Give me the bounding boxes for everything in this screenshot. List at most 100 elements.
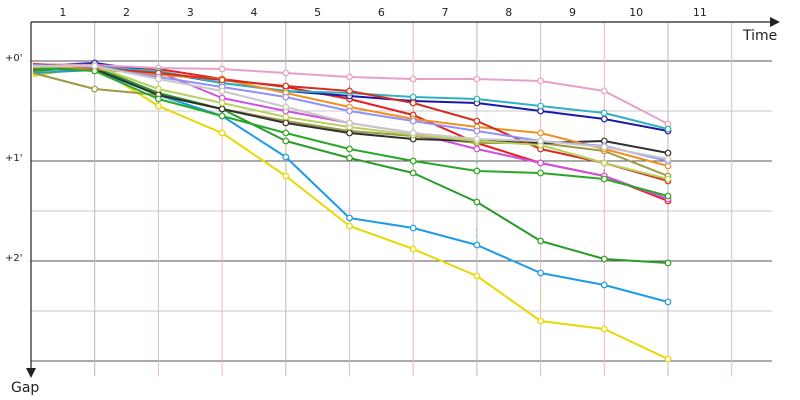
data-point [473, 117, 481, 125]
x-axis-title: Time [742, 28, 777, 44]
data-point [473, 198, 481, 206]
data-point [537, 129, 544, 137]
data-point [409, 93, 417, 101]
data-point [409, 117, 417, 125]
data-point [346, 87, 353, 95]
y-tick-label: +1' [5, 153, 23, 164]
data-point [409, 99, 417, 107]
data-point [346, 214, 353, 222]
data-point [473, 272, 481, 280]
data-point [154, 85, 162, 93]
x-tick-label: 8 [505, 6, 512, 19]
x-tick-label: 11 [693, 6, 707, 19]
data-point [282, 137, 290, 145]
data-point [664, 355, 672, 363]
data-point [346, 119, 353, 127]
data-point [537, 102, 544, 110]
data-point [282, 129, 290, 137]
data-point [282, 153, 290, 161]
data-point [537, 237, 544, 245]
data-point [600, 281, 608, 289]
data-point [282, 113, 290, 121]
data-point [346, 129, 353, 137]
data-point [218, 112, 226, 120]
data-point [537, 159, 544, 167]
data-point [600, 175, 608, 183]
y-tick-labels: +0' +1' +2' [5, 53, 23, 264]
data-point [473, 127, 481, 135]
data-point [600, 159, 608, 167]
data-point [537, 269, 544, 277]
data-point [91, 85, 99, 93]
x-tick-label: 1 [59, 6, 66, 19]
data-point [473, 95, 481, 103]
data-point [218, 87, 226, 95]
data-point [409, 75, 417, 83]
x-tick-labels: 1 2 3 4 5 6 7 8 9 10 11 [59, 6, 707, 19]
axes: Time Gap [11, 17, 780, 396]
data-point [600, 325, 608, 333]
data-point [346, 222, 353, 230]
x-tick-label: 6 [378, 6, 385, 19]
data-point [282, 103, 290, 111]
data-point [473, 167, 481, 175]
data-point [282, 93, 290, 101]
y-tick-label: +0' [5, 53, 23, 64]
data-point [346, 154, 353, 162]
data-point [409, 245, 417, 253]
data-point [537, 169, 544, 177]
data-point [154, 75, 162, 83]
series-points [91, 59, 672, 363]
data-point [346, 73, 353, 81]
data-point [409, 129, 417, 137]
data-point [664, 259, 672, 267]
data-point [154, 102, 162, 110]
data-point [282, 119, 290, 127]
data-point [218, 129, 226, 137]
data-point [664, 175, 672, 183]
data-point [664, 155, 672, 163]
data-point [664, 298, 672, 306]
data-point [218, 76, 226, 84]
data-point [346, 107, 353, 115]
data-point [537, 317, 544, 325]
x-tick-label: 9 [569, 6, 576, 19]
x-tick-label: 3 [187, 6, 194, 19]
y-axis-arrow-icon [26, 368, 36, 378]
data-point [282, 69, 290, 77]
data-point [600, 255, 608, 263]
data-point [409, 169, 417, 177]
data-point [600, 87, 608, 95]
x-tick-label: 5 [314, 6, 321, 19]
data-point [154, 95, 162, 103]
data-point [600, 109, 608, 117]
x-axis-arrow-icon [770, 17, 780, 27]
data-point [409, 157, 417, 165]
data-point [218, 105, 226, 113]
data-point [473, 145, 481, 153]
data-point [218, 65, 226, 73]
data-point [537, 137, 544, 145]
data-point [473, 75, 481, 83]
x-tick-label: 2 [123, 6, 130, 19]
data-point [282, 82, 290, 90]
x-tick-label: 7 [442, 6, 449, 19]
y-axis-title: Gap [11, 380, 39, 396]
data-point [664, 192, 672, 200]
x-tick-label: 10 [629, 6, 643, 19]
data-point [537, 77, 544, 85]
y-tick-label: +2' [5, 253, 23, 264]
data-point [473, 135, 481, 143]
data-point [282, 172, 290, 180]
data-point [91, 62, 99, 70]
data-point [409, 224, 417, 232]
data-point [346, 145, 353, 153]
data-point [600, 115, 608, 123]
data-point [600, 143, 608, 151]
data-point [664, 149, 672, 157]
data-point [473, 241, 481, 249]
data-point [664, 125, 672, 133]
data-point [218, 99, 226, 107]
x-tick-label: 4 [250, 6, 257, 19]
